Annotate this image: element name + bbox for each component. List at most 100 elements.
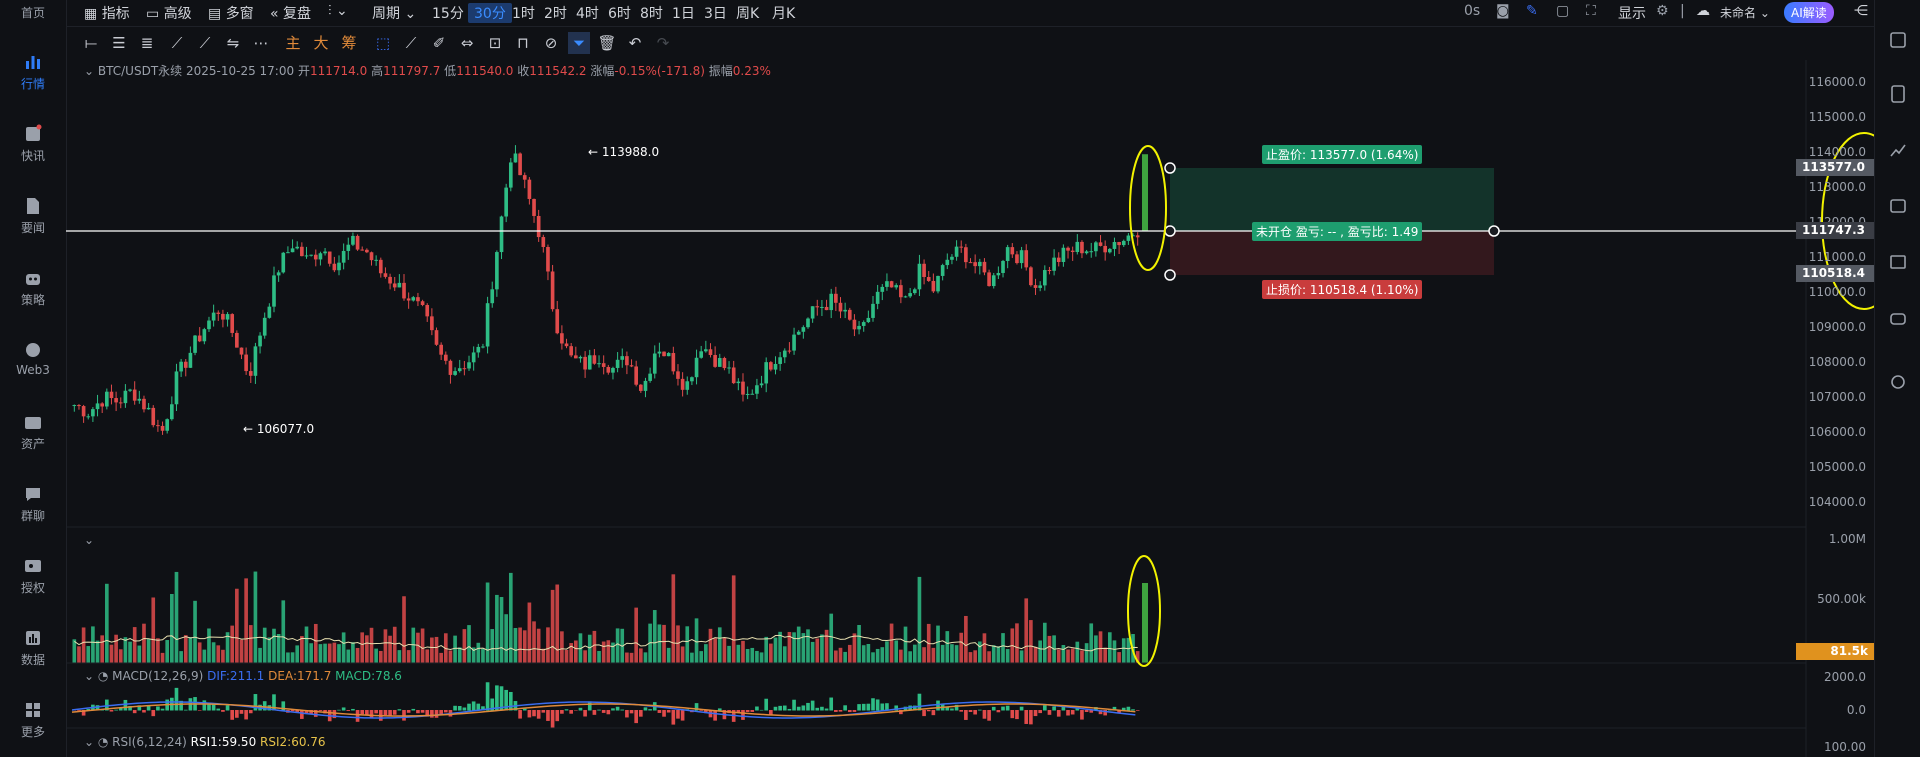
- macd-bar: [704, 710, 708, 714]
- volume-bar: [490, 629, 495, 663]
- magnet-icon[interactable]: ⊓: [517, 34, 529, 52]
- macd-bar: [1042, 705, 1047, 711]
- filter-icon[interactable]: ⏷: [568, 32, 590, 54]
- candle-body: [86, 416, 91, 418]
- advanced-button[interactable]: ▭ 高级: [146, 6, 192, 22]
- layout-icon[interactable]: ▢: [1556, 3, 1570, 19]
- macd-bar: [875, 699, 880, 711]
- candle-body: [1024, 250, 1029, 268]
- interval-1d[interactable]: 1日: [672, 6, 695, 22]
- interval-2h[interactable]: 2时: [544, 6, 567, 22]
- interval-1h[interactable]: 1时: [512, 6, 535, 22]
- nav-strategy[interactable]: 策略: [0, 268, 66, 308]
- macd-dif: DIF:211.1: [207, 669, 265, 683]
- undo-icon[interactable]: ↶: [628, 34, 642, 52]
- nav-data[interactable]: 数据: [0, 628, 66, 668]
- ruler-icon[interactable]: ⟋: [171, 34, 183, 52]
- redo-icon[interactable]: ↷: [656, 34, 670, 52]
- camera-icon[interactable]: ◙: [1496, 3, 1510, 19]
- parallel-lines-icon[interactable]: ☰: [112, 34, 126, 52]
- macd-bar: [416, 710, 420, 714]
- interval-3d[interactable]: 3日: [704, 6, 727, 22]
- macd-bar: [564, 709, 569, 711]
- volume-bar: [917, 576, 922, 663]
- close-label: 收: [517, 64, 530, 78]
- replay-button[interactable]: « 复盘: [270, 6, 312, 22]
- candle-body: [1094, 242, 1098, 252]
- display-button[interactable]: 显示: [1618, 6, 1646, 22]
- nav-assets[interactable]: 资产: [0, 412, 66, 452]
- trash-icon[interactable]: 🗑: [597, 34, 617, 52]
- volume-bar: [304, 626, 309, 663]
- macd-bar: [304, 710, 309, 714]
- interval-8h[interactable]: 8时: [640, 6, 663, 22]
- interval-6h[interactable]: 6时: [608, 6, 631, 22]
- nav-more[interactable]: 更多: [0, 700, 66, 740]
- volume-bar: [462, 629, 467, 663]
- pattern-icon[interactable]: ⇋: [226, 34, 240, 52]
- pen-icon[interactable]: ✎: [1526, 3, 1538, 19]
- chart-icon[interactable]: [1888, 196, 1908, 216]
- hide-icon[interactable]: ⊘: [544, 34, 558, 52]
- nav-headlines[interactable]: 要闻: [0, 196, 66, 236]
- chart-type-dropdown[interactable]: ⫶ ⌄: [328, 3, 348, 19]
- macd-bar: [77, 710, 81, 711]
- big-order-toggle[interactable]: 大: [313, 34, 329, 52]
- indicators-button[interactable]: ▦ 指标: [84, 6, 130, 22]
- trend-icon[interactable]: [1888, 140, 1908, 160]
- advanced-label: 高级: [163, 6, 192, 22]
- interval-month[interactable]: 月K: [772, 6, 796, 22]
- macd-bar: [601, 710, 606, 713]
- calendar-icon[interactable]: [1888, 252, 1908, 272]
- more-tools-icon[interactable]: ⋯: [253, 34, 269, 52]
- nav-home[interactable]: 首页: [0, 4, 66, 21]
- multiwindow-button[interactable]: ▤ 多窗: [208, 6, 254, 22]
- brush-icon[interactable]: ✐: [432, 34, 446, 52]
- share-icon[interactable]: ⋲: [1854, 3, 1868, 19]
- fib-icon[interactable]: ≣: [140, 34, 154, 52]
- main-chart-toggle[interactable]: 主: [285, 34, 301, 52]
- refresh-icon[interactable]: [1888, 372, 1908, 392]
- fullscreen-icon[interactable]: ⛶: [1586, 3, 1596, 19]
- chart-canvas[interactable]: [0, 0, 1874, 757]
- trendline-icon[interactable]: ⟋: [199, 34, 211, 52]
- volume-bar: [606, 640, 611, 663]
- nav-authorize[interactable]: 授权: [0, 556, 66, 596]
- interval-4h[interactable]: 4时: [576, 6, 599, 22]
- interval-15m[interactable]: 15分: [432, 6, 464, 22]
- volume-pane-toggle[interactable]: ⌄: [84, 533, 95, 547]
- settings-icon[interactable]: ⚙: [1656, 3, 1669, 19]
- interval-30m[interactable]: 30分: [468, 3, 512, 23]
- position-status-label: 未开仓 盈亏: -- , 盈亏比: 1.49: [1252, 222, 1423, 241]
- candle-body: [996, 272, 1001, 276]
- cloud-icon[interactable]: ☁: [1696, 3, 1710, 19]
- price-axis[interactable]: 116000.0 115000.0 114000.0 113000.0 1120…: [1796, 60, 1874, 757]
- nav-news[interactable]: 快讯: [0, 124, 66, 164]
- unnamed-layout-dropdown[interactable]: 未命名 ⌄: [1720, 6, 1770, 20]
- order-icon[interactable]: [1888, 84, 1908, 104]
- interval-week[interactable]: 周K: [736, 6, 760, 22]
- macd-bar: [123, 699, 128, 711]
- panel-icon[interactable]: [1888, 30, 1908, 50]
- lock-icon[interactable]: ⊡: [488, 34, 502, 52]
- candle-body: [643, 380, 648, 391]
- nav-market[interactable]: 行情: [0, 52, 66, 92]
- volume-bar: [485, 582, 490, 663]
- range-icon[interactable]: ⇔: [460, 34, 474, 52]
- highlight-ellipse-volume: [1127, 555, 1161, 667]
- select-tool-icon[interactable]: ⬚: [375, 34, 391, 52]
- horizontal-line-icon[interactable]: ⟝: [84, 34, 98, 52]
- candle-body: [513, 153, 518, 163]
- macd-bar: [931, 710, 936, 716]
- robot-icon[interactable]: [1888, 308, 1908, 328]
- collapse-icon[interactable]: ⌄: [84, 64, 95, 78]
- macd-bar: [912, 705, 917, 711]
- nav-web3[interactable]: Web3: [0, 340, 66, 377]
- ai-interpret-button[interactable]: AI解读: [1784, 2, 1834, 23]
- nav-groupchat[interactable]: 群聊: [0, 484, 66, 524]
- macd-bar: [806, 702, 810, 711]
- period-dropdown[interactable]: 周期 ⌄: [372, 6, 417, 22]
- measure-icon[interactable]: ⟋: [405, 34, 417, 52]
- take-profit-label: 止盈价: 113577.0 (1.64%): [1262, 145, 1423, 164]
- chips-toggle[interactable]: 筹: [341, 34, 357, 52]
